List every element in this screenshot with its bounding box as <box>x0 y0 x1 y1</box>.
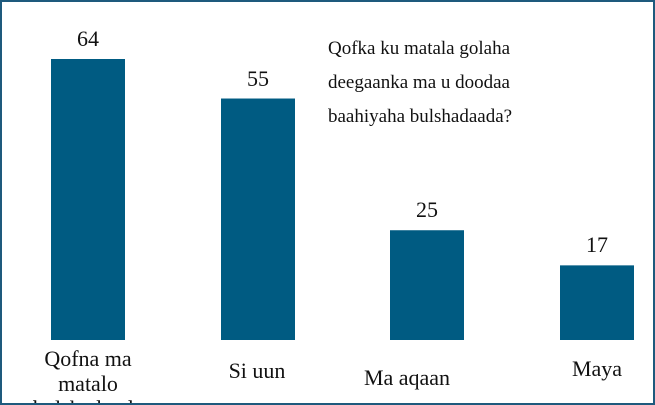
bar <box>390 230 464 340</box>
bar <box>51 59 125 340</box>
data-label: 55 <box>247 65 269 91</box>
x-tick-label: Si uun <box>228 358 286 383</box>
data-label: 25 <box>416 197 438 223</box>
data-label: 17 <box>586 232 608 258</box>
x-tick-label: Ma aqaan <box>363 365 451 390</box>
chart-title: Qofka ku matala golaha deegaanka ma u do… <box>328 38 513 127</box>
x-tick-label: Maya <box>571 356 623 381</box>
bar <box>221 98 295 340</box>
x-tick-label: Qofna ma matalo bulshadayda <box>33 346 143 403</box>
data-label: 64 <box>77 26 99 51</box>
bar <box>560 265 634 340</box>
